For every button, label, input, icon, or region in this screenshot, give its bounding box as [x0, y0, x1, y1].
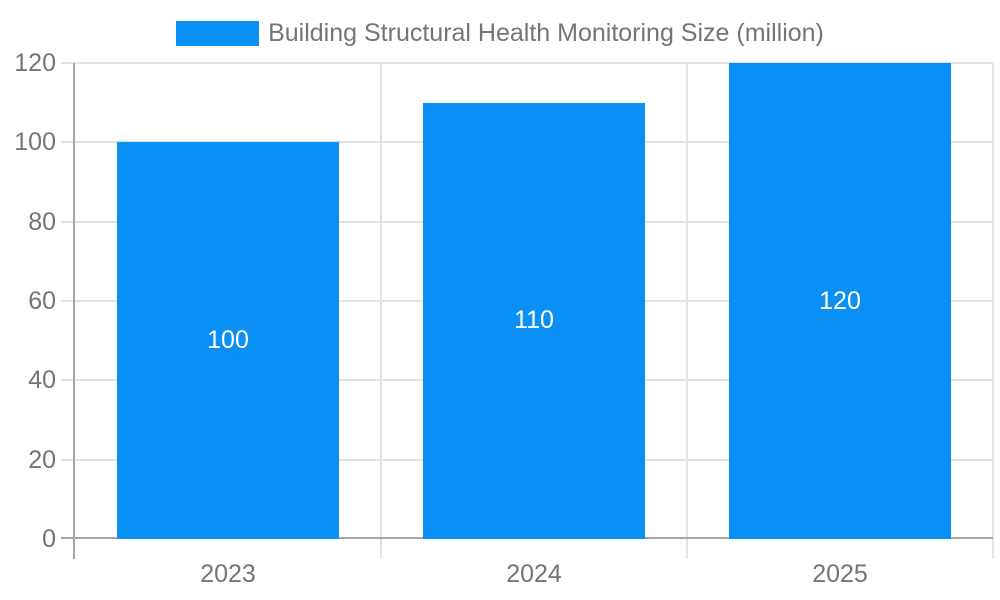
y-gridline [61, 62, 993, 64]
x-axis-label: 2025 [812, 560, 868, 588]
y-axis-label: 40 [28, 366, 56, 395]
bar-value-label: 110 [514, 306, 554, 335]
bar-2025: 120 [729, 63, 951, 539]
legend-label: Building Structural Health Monitoring Si… [268, 19, 824, 47]
y-axis-label: 120 [14, 49, 56, 77]
x-axis-label: 2024 [506, 560, 562, 588]
y-axis-label: 60 [28, 287, 56, 315]
bar-2024: 110 [423, 102, 645, 539]
y-axis-label: 20 [28, 445, 56, 474]
y-axis-label: 100 [14, 128, 56, 157]
x-gridline [992, 63, 994, 559]
x-axis-label: 2023 [200, 560, 256, 588]
y-axis-label: 0 [42, 525, 56, 553]
x-gridline [380, 63, 382, 559]
chart-legend: Building Structural Health Monitoring Si… [0, 19, 1000, 48]
y-axis-label: 80 [28, 207, 56, 236]
bar-value-label: 100 [207, 326, 249, 355]
bar-value-label: 120 [819, 286, 861, 315]
legend-swatch [176, 21, 260, 46]
y-axis-line [73, 63, 75, 559]
x-gridline [686, 63, 688, 559]
bar-2023: 100 [117, 142, 339, 539]
plot-area: 0 20 40 60 80 100 120 100 2023 110 2024 120 2025 [14, 49, 994, 588]
